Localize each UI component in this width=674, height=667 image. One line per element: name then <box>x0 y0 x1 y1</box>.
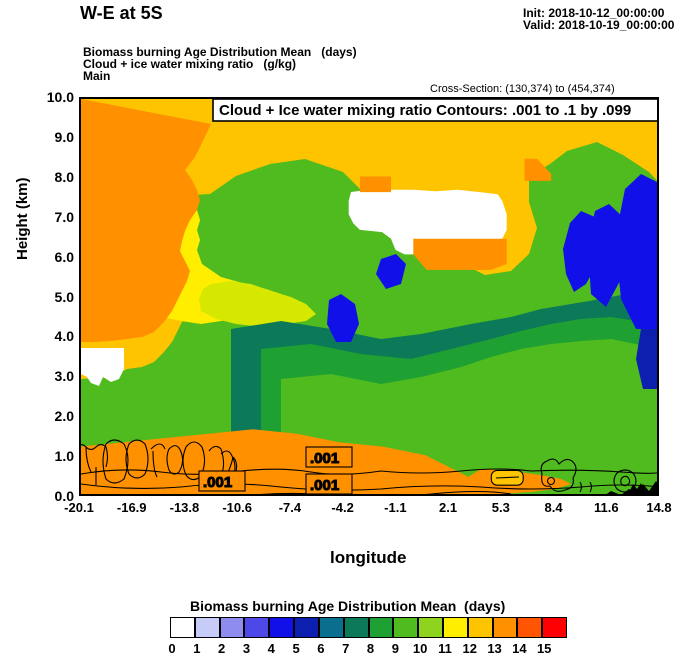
svg-text:.001: .001 <box>203 474 232 491</box>
svg-text:Cloud + Ice water mixing ratio: Cloud + Ice water mixing ratio Contours:… <box>219 102 631 119</box>
svg-text:.001: .001 <box>310 477 339 494</box>
svg-text:.001: .001 <box>310 450 339 467</box>
